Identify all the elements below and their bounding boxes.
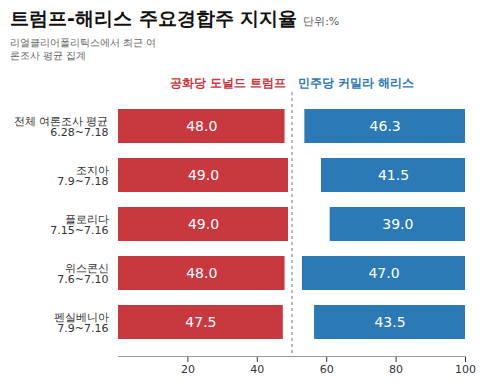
svg-text:공화당 도널드 트럼프: 공화당 도널드 트럼프 (170, 76, 286, 90)
svg-text:47.5: 47.5 (185, 314, 216, 330)
svg-text:80: 80 (389, 363, 403, 376)
svg-text:43.5: 43.5 (374, 314, 405, 330)
svg-text:39.0: 39.0 (382, 216, 413, 232)
svg-text:46.3: 46.3 (370, 118, 401, 134)
svg-text:49.0: 49.0 (188, 216, 219, 232)
svg-text:47.0: 47.0 (368, 265, 399, 281)
html-text:트럼프-해리스 주요경합주 지지율 단위:%: 트럼프-해리스 주요경합주 지지율 단위:% (10, 7, 340, 29)
svg-text:60: 60 (320, 363, 334, 376)
svg-text:100: 100 (455, 363, 476, 376)
html-text:리얼클리어폴리틱스에서 최근 여론조사 평균 집계: 리얼클리어폴리틱스에서 최근 여론조사 평균 집계 (10, 37, 157, 61)
svg-text:49.0: 49.0 (188, 167, 219, 183)
svg-text:48.0: 48.0 (186, 118, 217, 134)
svg-text:위스콘신7.6~7.10: 위스콘신7.6~7.10 (57, 262, 108, 286)
svg-text:펜실베니아7.9~7.16: 펜실베니아7.9~7.16 (54, 311, 109, 335)
svg-text:조지아7.9~7.18: 조지아7.9~7.18 (57, 164, 108, 188)
svg-text:41.5: 41.5 (378, 167, 409, 183)
svg-text:48.0: 48.0 (186, 265, 217, 281)
svg-text:플로리다7.15~7.16: 플로리다7.15~7.16 (50, 213, 108, 237)
svg-text:전체 여론조사 평균6.28~7.18: 전체 여론조사 평균6.28~7.18 (14, 115, 109, 139)
svg-text:20: 20 (181, 363, 195, 376)
svg-text:40: 40 (250, 363, 264, 376)
svg-text:민주당 커밀라 해리스: 민주당 커밀라 해리스 (298, 76, 414, 90)
